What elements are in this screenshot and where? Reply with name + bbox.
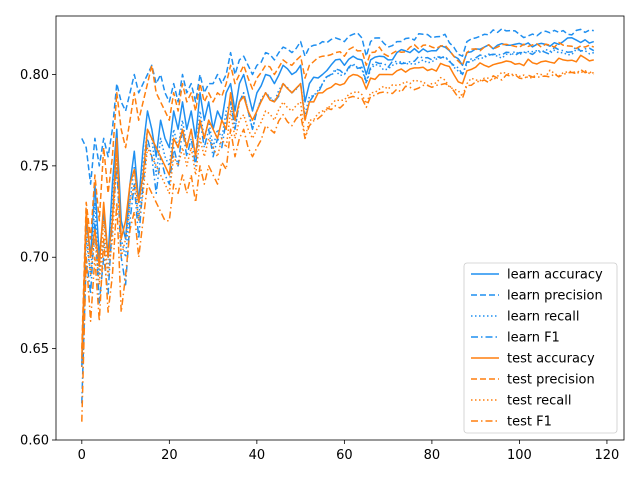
plot-frame bbox=[55, 15, 625, 441]
legend-label: test recall bbox=[507, 394, 572, 409]
series-line-test-precision bbox=[81, 41, 595, 349]
legend-label: learn recall bbox=[507, 310, 579, 325]
x-tick-label: 0 bbox=[78, 448, 86, 463]
x-tick-label: 20 bbox=[161, 448, 178, 463]
series-line-test-F1 bbox=[81, 68, 595, 422]
x-tick-label: 60 bbox=[336, 448, 353, 463]
series-line-learn-accuracy bbox=[81, 37, 595, 367]
series-line-learn-recall bbox=[81, 48, 594, 367]
legend-label: test F1 bbox=[507, 415, 552, 430]
series-line-test-accuracy bbox=[81, 54, 594, 358]
x-tick-label: 80 bbox=[424, 448, 441, 463]
legend-label: learn precision bbox=[507, 289, 603, 304]
legend-label: learn F1 bbox=[507, 331, 560, 346]
y-tick-label: 0.65 bbox=[20, 342, 49, 357]
legend-box bbox=[463, 262, 618, 434]
series-line-learn-F1 bbox=[81, 45, 595, 404]
series-line-learn-precision bbox=[81, 27, 594, 185]
x-tick-label: 40 bbox=[249, 448, 266, 463]
y-axis-ticks: 0.60 0.65 0.70 0.75 0.80 bbox=[20, 68, 56, 449]
legend-label: test accuracy bbox=[507, 352, 595, 367]
x-axis-ticks: 0 20 40 60 80 100 120 bbox=[78, 440, 620, 463]
x-tick-label: 100 bbox=[507, 448, 532, 463]
series-line-test-recall bbox=[81, 69, 594, 367]
y-tick-label: 0.70 bbox=[20, 251, 49, 266]
series-layer bbox=[81, 27, 595, 422]
legend: learn accuracy learn precision learn recal… bbox=[463, 262, 618, 434]
legend-label: learn accuracy bbox=[507, 268, 603, 283]
y-tick-label: 0.75 bbox=[20, 159, 49, 174]
y-tick-label: 0.60 bbox=[20, 434, 49, 449]
y-tick-label: 0.80 bbox=[20, 68, 49, 83]
x-tick-label: 120 bbox=[595, 448, 620, 463]
legend-label: test precision bbox=[507, 373, 595, 388]
